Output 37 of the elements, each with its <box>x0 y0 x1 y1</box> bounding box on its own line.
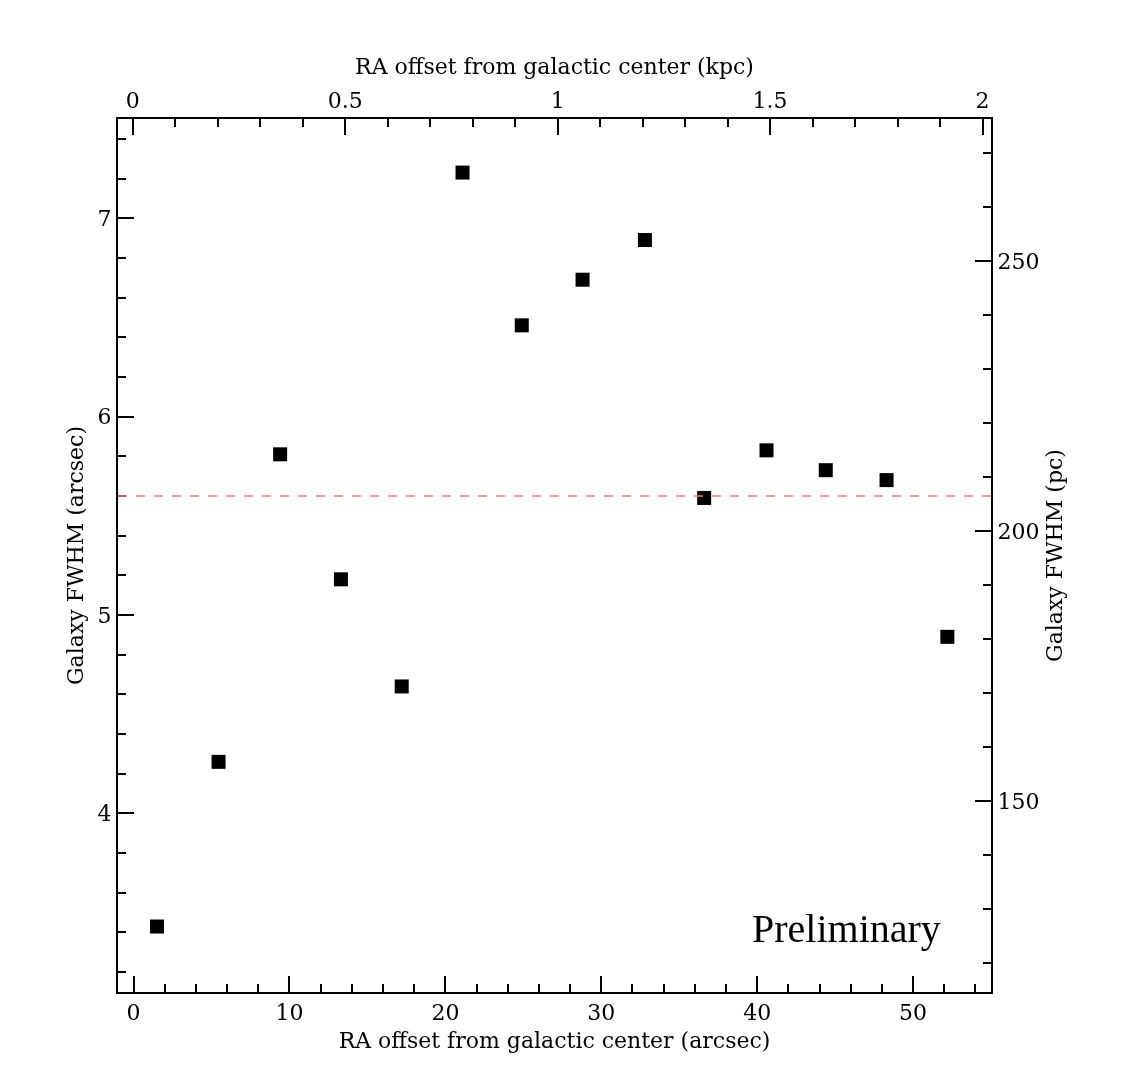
point <box>818 463 833 478</box>
x2-tick-label: 2 <box>975 88 990 114</box>
point <box>575 272 590 287</box>
x-tick-label: 10 <box>275 1000 304 1026</box>
y-axis-title: Galaxy FWHM (arcsec) <box>62 425 88 686</box>
point <box>211 754 226 769</box>
point <box>697 490 712 505</box>
x-tick-label: 30 <box>587 1000 616 1026</box>
y2-tick-label: 200 <box>997 518 1040 544</box>
point <box>940 629 955 644</box>
y-tick-label: 6 <box>97 404 112 430</box>
x2-tick-label: 0 <box>125 88 140 114</box>
x2-tick-label: 1 <box>550 88 565 114</box>
x-axis-title: RA offset from galactic center (arcsec) <box>338 1027 771 1053</box>
x2-tick-label: 0.5 <box>327 88 363 114</box>
x2-axis-title: RA offset from galactic center (kpc) <box>355 53 754 79</box>
x-tick-label: 40 <box>743 1000 772 1026</box>
y-tick-label: 4 <box>97 801 112 827</box>
x2-tick-label: 1.5 <box>752 88 788 114</box>
point <box>394 679 409 694</box>
y2-tick-label: 150 <box>997 788 1040 814</box>
y-tick-label: 7 <box>97 205 112 231</box>
x-tick-label: 50 <box>899 1000 928 1026</box>
point <box>759 443 774 458</box>
x-tick-label: 0 <box>126 1000 141 1026</box>
point <box>879 473 894 488</box>
annotation: Preliminary <box>752 906 941 951</box>
point <box>455 165 470 180</box>
point <box>333 572 348 587</box>
point <box>514 318 529 333</box>
x-tick-label: 20 <box>431 1000 460 1026</box>
y2-axis-title: Galaxy FWHM (pc) <box>1041 449 1067 662</box>
point <box>149 919 164 934</box>
point <box>273 447 288 462</box>
y-tick-label: 5 <box>97 602 112 628</box>
y2-tick-label: 250 <box>997 248 1040 274</box>
point <box>637 233 652 248</box>
